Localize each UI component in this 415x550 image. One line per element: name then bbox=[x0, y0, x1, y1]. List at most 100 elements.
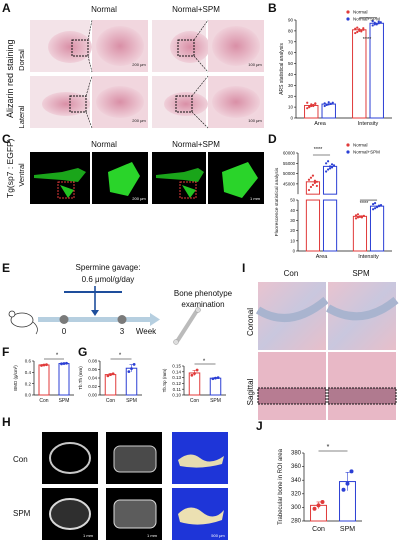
data-point bbox=[327, 103, 330, 106]
x-tick-label: Con bbox=[190, 398, 199, 404]
panel-i-letter: I bbox=[242, 261, 245, 275]
timeline-bar bbox=[38, 317, 150, 322]
data-point bbox=[326, 160, 330, 163]
y-tick-label: 0.00 bbox=[88, 393, 97, 398]
chart-g1: 0.00 0.02 0.04 0.06 0.08 Tb.Th (mm) Con SPM bbox=[78, 359, 142, 404]
data-point bbox=[330, 163, 334, 166]
panel-e-t3: 3 bbox=[120, 327, 125, 336]
legend-marker-spm bbox=[346, 17, 350, 21]
data-point bbox=[45, 363, 48, 367]
panel-a-side-label: Alizarin red staining bbox=[5, 39, 15, 118]
data-point bbox=[360, 30, 363, 33]
y-tick-label: 45000 bbox=[283, 181, 296, 186]
panel-a: A Alizarin red staining Dorsal Lateral N… bbox=[2, 1, 264, 128]
panel-e-line1: Spermine gavage: bbox=[76, 263, 141, 272]
panel-a-letter: A bbox=[2, 1, 11, 15]
data-point bbox=[330, 166, 334, 169]
panel-g-letter: G bbox=[78, 345, 87, 359]
y-axis-label: Fluorescence statistical analysis bbox=[274, 167, 280, 236]
y-tick-label: 40 bbox=[288, 72, 294, 77]
data-point bbox=[307, 188, 311, 192]
bar-area bbox=[305, 181, 321, 195]
data-point bbox=[315, 180, 318, 183]
bar-con bbox=[188, 372, 201, 396]
data-point bbox=[328, 165, 332, 168]
data-point bbox=[373, 23, 376, 26]
y-tick-label: 300 bbox=[291, 505, 302, 511]
data-point bbox=[325, 170, 328, 173]
y-tick-label: 360 bbox=[291, 464, 302, 470]
x-tick-label: Area bbox=[316, 254, 329, 260]
y-tick-label: 0.14 bbox=[172, 369, 181, 374]
y-tick-label: 0.12 bbox=[172, 381, 181, 386]
panel-g-sig2: * bbox=[203, 359, 206, 365]
data-point bbox=[328, 167, 332, 170]
panel-j: J 280 300 320 340 360 380 Trabecular bone in R… bbox=[256, 419, 362, 533]
panel-h-scale-1: 1 mm bbox=[83, 533, 94, 538]
panel-h-scale-3: 500 μm bbox=[211, 533, 225, 538]
panel-c: C Tg(sp7 : EGFP) Ventral Normal Normal+S… bbox=[2, 132, 264, 204]
panel-a-scale-200-1: 200 μm bbox=[132, 62, 146, 67]
y-tick-label: 0.0 bbox=[25, 393, 32, 398]
panel-j-sig: * bbox=[327, 444, 330, 451]
data-point bbox=[60, 362, 63, 366]
legend-normal: Normal bbox=[353, 10, 368, 15]
data-point bbox=[354, 31, 357, 35]
y-tick-label: 20 bbox=[288, 94, 294, 99]
x-tick-label: SPM bbox=[59, 398, 70, 404]
y-tick-label: 0.11 bbox=[173, 387, 182, 392]
data-point bbox=[362, 214, 365, 217]
legend-normal: Normal bbox=[353, 143, 368, 148]
panel-a-scale-200-2: 200 μm bbox=[132, 118, 146, 123]
data-point bbox=[377, 204, 381, 207]
data-point bbox=[356, 26, 359, 29]
panel-j-letter: J bbox=[256, 419, 263, 433]
y-tick-label: 0.6 bbox=[25, 359, 32, 364]
x-tick-label: Intensity bbox=[358, 254, 379, 260]
y-axis-label: ARS statistical analysis bbox=[279, 43, 285, 95]
data-point bbox=[326, 168, 330, 171]
panel-h-scale-2: 1 mm bbox=[147, 533, 158, 538]
data-point bbox=[310, 104, 313, 108]
data-point bbox=[323, 102, 326, 105]
y-tick-label: 10 bbox=[290, 238, 295, 243]
data-point bbox=[362, 27, 365, 30]
panel-i: I Con SPM Coronal Sagittal bbox=[242, 261, 399, 420]
panel-c-row-ventral: Ventral bbox=[17, 163, 26, 187]
gavage-bar bbox=[64, 291, 122, 293]
data-point bbox=[111, 372, 115, 376]
panel-h-row-spm: SPM bbox=[13, 509, 31, 518]
data-point bbox=[332, 164, 336, 167]
y-axis-label: Tb.Th (mm) bbox=[78, 366, 83, 390]
panel-h-letter: H bbox=[2, 415, 11, 429]
panel-h-images bbox=[42, 432, 228, 540]
panel-c-images bbox=[30, 152, 264, 204]
y-tick-label: 0.06 bbox=[88, 367, 97, 372]
data-point bbox=[311, 183, 315, 186]
panel-a-row-dorsal: Dorsal bbox=[17, 49, 26, 71]
data-point bbox=[329, 102, 332, 105]
data-point bbox=[375, 23, 378, 26]
data-point bbox=[216, 376, 220, 379]
legend-spm: Normal+SPM bbox=[353, 150, 380, 155]
data-point bbox=[313, 181, 317, 184]
legend-marker-normal bbox=[346, 10, 350, 14]
panel-a-images bbox=[30, 19, 264, 129]
bar-intensity bbox=[352, 215, 368, 252]
data-point bbox=[375, 205, 379, 208]
panel-b-legend: Normal Normal+SPM bbox=[346, 10, 380, 22]
y-tick-label: 20 bbox=[290, 228, 295, 233]
y-tick-label: 40 bbox=[290, 208, 295, 213]
x-tick-label: SPM bbox=[210, 398, 221, 404]
y-tick-label: 280 bbox=[291, 519, 302, 525]
chart-j: 280 300 320 340 360 380 Trabecular bone in ROI… bbox=[278, 448, 362, 533]
timeline-arrow-icon bbox=[150, 313, 160, 326]
y-tick-label: 0.10 bbox=[172, 393, 181, 398]
y-tick-label: 380 bbox=[291, 451, 302, 457]
data-point bbox=[306, 107, 309, 110]
y-tick-label: 60000 bbox=[283, 151, 296, 156]
y-tick-label: 0 bbox=[290, 116, 293, 121]
panel-c-scale-1mm: 1 mm bbox=[250, 196, 261, 201]
data-point bbox=[312, 506, 317, 511]
y-tick-label: 50 bbox=[288, 61, 294, 66]
